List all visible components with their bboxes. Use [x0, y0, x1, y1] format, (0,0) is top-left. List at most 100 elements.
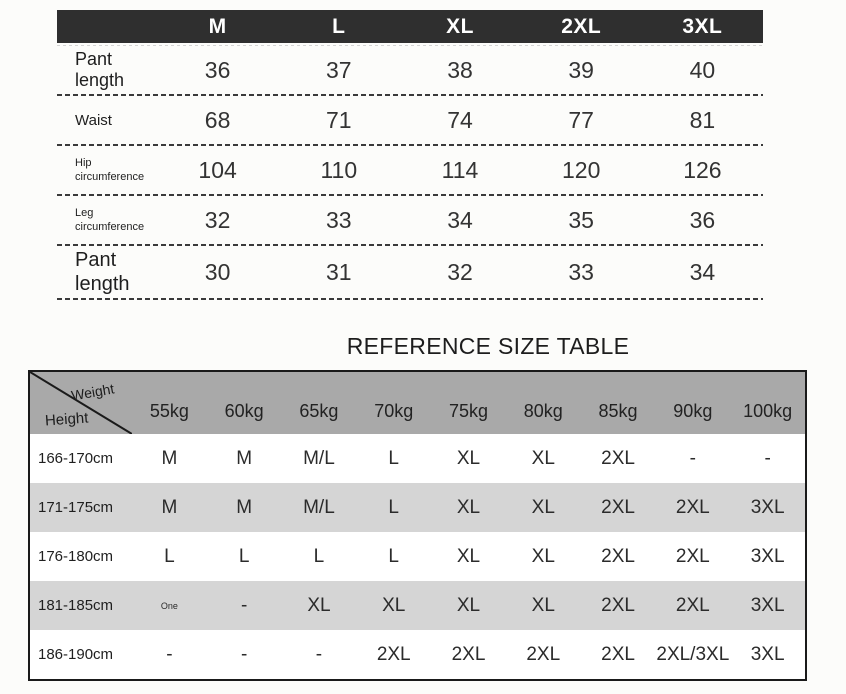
size-cell: -	[315, 643, 323, 665]
size-cell: XL	[531, 496, 555, 518]
table-row: Waist 68 71 74 77 81	[57, 96, 763, 144]
size-cell: 3XL	[750, 594, 785, 616]
size-column-header: 2XL	[561, 14, 602, 38]
size-cell: 2XL	[451, 643, 486, 665]
weight-column-header: 80kg	[523, 400, 563, 421]
weight-column-header: 55kg	[149, 400, 189, 421]
height-range-label: 176-180cm	[38, 548, 114, 565]
size-cell: L	[388, 545, 399, 567]
size-cell: -	[166, 643, 173, 665]
size-cell: One	[160, 600, 178, 611]
table-row: Leg circumference 32 33 34 35 36	[57, 196, 763, 244]
measurement-value: 33	[568, 258, 594, 285]
row-divider	[57, 94, 763, 96]
size-cell: 2XL	[601, 643, 635, 665]
row-label: Pant length	[75, 49, 125, 90]
measurement-value: 32	[447, 258, 473, 285]
row-divider	[57, 144, 763, 146]
header-spacer	[57, 10, 157, 43]
size-cell: 2XL/3XL	[656, 643, 730, 665]
size-cell: XL	[382, 594, 406, 616]
measurement-value: 77	[568, 106, 594, 133]
size-cell: L	[238, 545, 250, 567]
size-cell: XL	[531, 545, 555, 567]
measurement-value: 33	[325, 206, 352, 233]
size-cell: XL	[307, 594, 331, 616]
table-row: 176-180cm L L L L XL XL 2XL 2XL 3XL	[30, 532, 805, 581]
measurement-value: 104	[198, 156, 237, 183]
measurement-value: 71	[325, 106, 352, 133]
height-range-label: 181-185cm	[38, 597, 114, 614]
measurement-value: 31	[325, 258, 352, 285]
measurement-value: 38	[447, 56, 473, 83]
measurement-value: 36	[204, 56, 231, 83]
size-cell: -	[240, 643, 248, 665]
table-row: Hip circumference 104 110 114 120 126	[57, 146, 763, 194]
table-row: 166-170cm M M M/L L XL XL 2XL - -	[30, 434, 805, 483]
measurement-value: 74	[447, 106, 473, 133]
row-label: Hip circumference	[75, 156, 145, 183]
weight-column-header: 85kg	[598, 400, 638, 421]
measurement-value: 32	[204, 206, 231, 233]
reference-table-header: Weight Height 55kg 60kg 65kg 70kg 75kg 8…	[30, 372, 805, 434]
weight-column-header: 60kg	[224, 400, 264, 421]
size-cell: M/L	[303, 496, 335, 518]
size-cell: 2XL	[675, 594, 710, 616]
diagonal-divider	[30, 372, 132, 434]
measurement-value: 34	[689, 258, 716, 285]
table-row: Pant length 30 31 32 33 34	[57, 246, 763, 298]
size-cell: M	[161, 447, 178, 469]
size-cell: L	[313, 545, 325, 567]
corner-height-label: Height	[44, 409, 89, 430]
size-column-header: XL	[446, 14, 474, 38]
row-label: Pant length	[75, 249, 130, 295]
size-cell: -	[764, 447, 771, 469]
measurement-value: 37	[325, 56, 352, 83]
measurement-value: 126	[683, 156, 722, 183]
size-cell: L	[164, 545, 175, 567]
size-cell: M	[236, 447, 253, 469]
size-cell: 3XL	[750, 545, 785, 567]
weight-column-header: 75kg	[448, 400, 489, 421]
row-label: Leg circumference	[75, 206, 145, 233]
size-cell: 2XL	[376, 643, 411, 665]
weight-column-header: 70kg	[374, 400, 414, 421]
size-cell: -	[689, 447, 696, 469]
height-range-label: 171-175cm	[38, 499, 114, 516]
size-cell: -	[240, 594, 248, 616]
height-range-label: 186-190cm	[38, 646, 114, 663]
size-cell: XL	[456, 545, 481, 567]
row-divider	[57, 298, 763, 300]
measurement-value: 34	[447, 206, 473, 233]
height-range-label: 166-170cm	[38, 450, 114, 467]
size-cell: XL	[531, 594, 555, 616]
reference-size-table: Weight Height 55kg 60kg 65kg 70kg 75kg 8…	[28, 370, 807, 681]
measurement-table: M L XL 2XL 3XL Pant length 36 37 38 39 4…	[57, 10, 763, 300]
measurement-value: 36	[689, 206, 716, 233]
measurement-value: 68	[204, 106, 231, 133]
size-cell: M	[236, 496, 253, 518]
size-cell: 2XL	[601, 447, 635, 469]
header-divider	[57, 45, 763, 46]
table-row: Pant length 36 37 38 39 40	[57, 46, 763, 94]
table-row: 181-185cm One - XL XL XL XL 2XL 2XL 3XL	[30, 581, 805, 630]
measurement-value: 114	[441, 156, 479, 183]
size-cell: 2XL	[675, 545, 710, 567]
corner-cell: Weight Height	[30, 372, 132, 434]
row-divider	[57, 194, 763, 196]
size-cell: XL	[456, 594, 481, 616]
size-cell: M/L	[303, 447, 335, 469]
weight-column-header: 100kg	[743, 400, 793, 421]
size-column-header: M	[208, 14, 227, 38]
measurement-value: 30	[204, 258, 231, 285]
measurement-value: 35	[568, 206, 594, 233]
measurement-value: 40	[689, 56, 716, 83]
size-cell: XL	[531, 447, 555, 469]
table-row: 171-175cm M M M/L L XL XL 2XL 2XL 3XL	[30, 483, 805, 532]
size-cell: L	[388, 496, 399, 518]
size-cell: 2XL	[675, 496, 710, 518]
measurement-table-header: M L XL 2XL 3XL	[57, 10, 763, 43]
reference-table-title: REFERENCE SIZE TABLE	[346, 333, 630, 359]
size-cell: 2XL	[601, 545, 635, 567]
size-cell: XL	[456, 447, 481, 469]
